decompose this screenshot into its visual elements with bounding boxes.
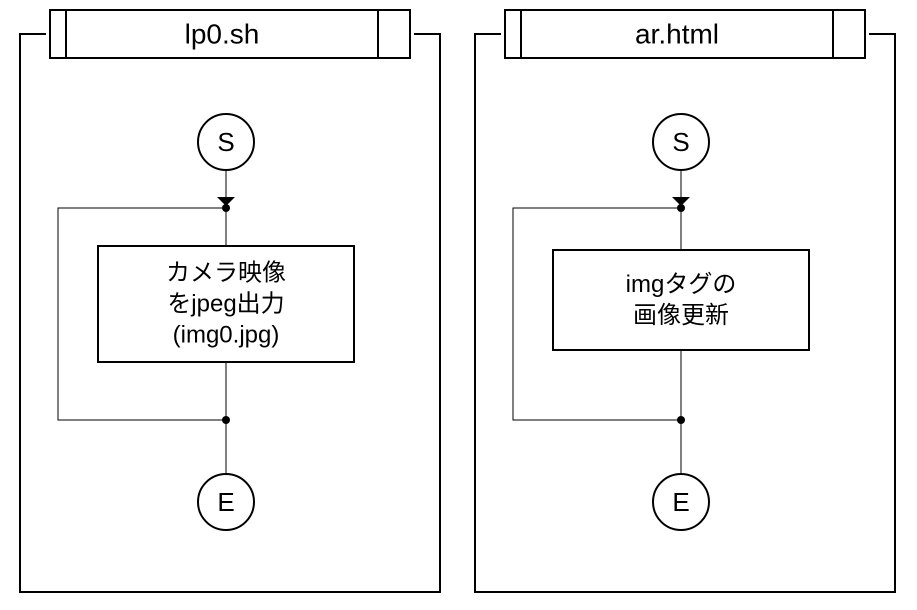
diagram-canvas: lp0.sh S E カメラ映像をjpeg出力 (img0.jpg) ar.html S Ei… <box>0 0 917 605</box>
end-label: E <box>672 487 689 517</box>
process-text: (img0.jpg) <box>173 322 280 349</box>
end-label: E <box>217 487 234 517</box>
process-text: imgタグの <box>626 271 737 298</box>
process-text: 画像更新 <box>633 302 729 329</box>
process-box <box>553 250 809 350</box>
process-text: をjpeg出力 <box>167 291 284 318</box>
start-label: S <box>217 127 234 157</box>
title-text: ar.html <box>635 19 719 50</box>
process-text: カメラ映像 <box>166 259 286 286</box>
flowchart-svg: lp0.sh S E カメラ映像をjpeg出力 (img0.jpg) ar.html S Ei… <box>0 0 917 605</box>
title-text: lp0.sh <box>185 19 260 50</box>
start-label: S <box>672 127 689 157</box>
